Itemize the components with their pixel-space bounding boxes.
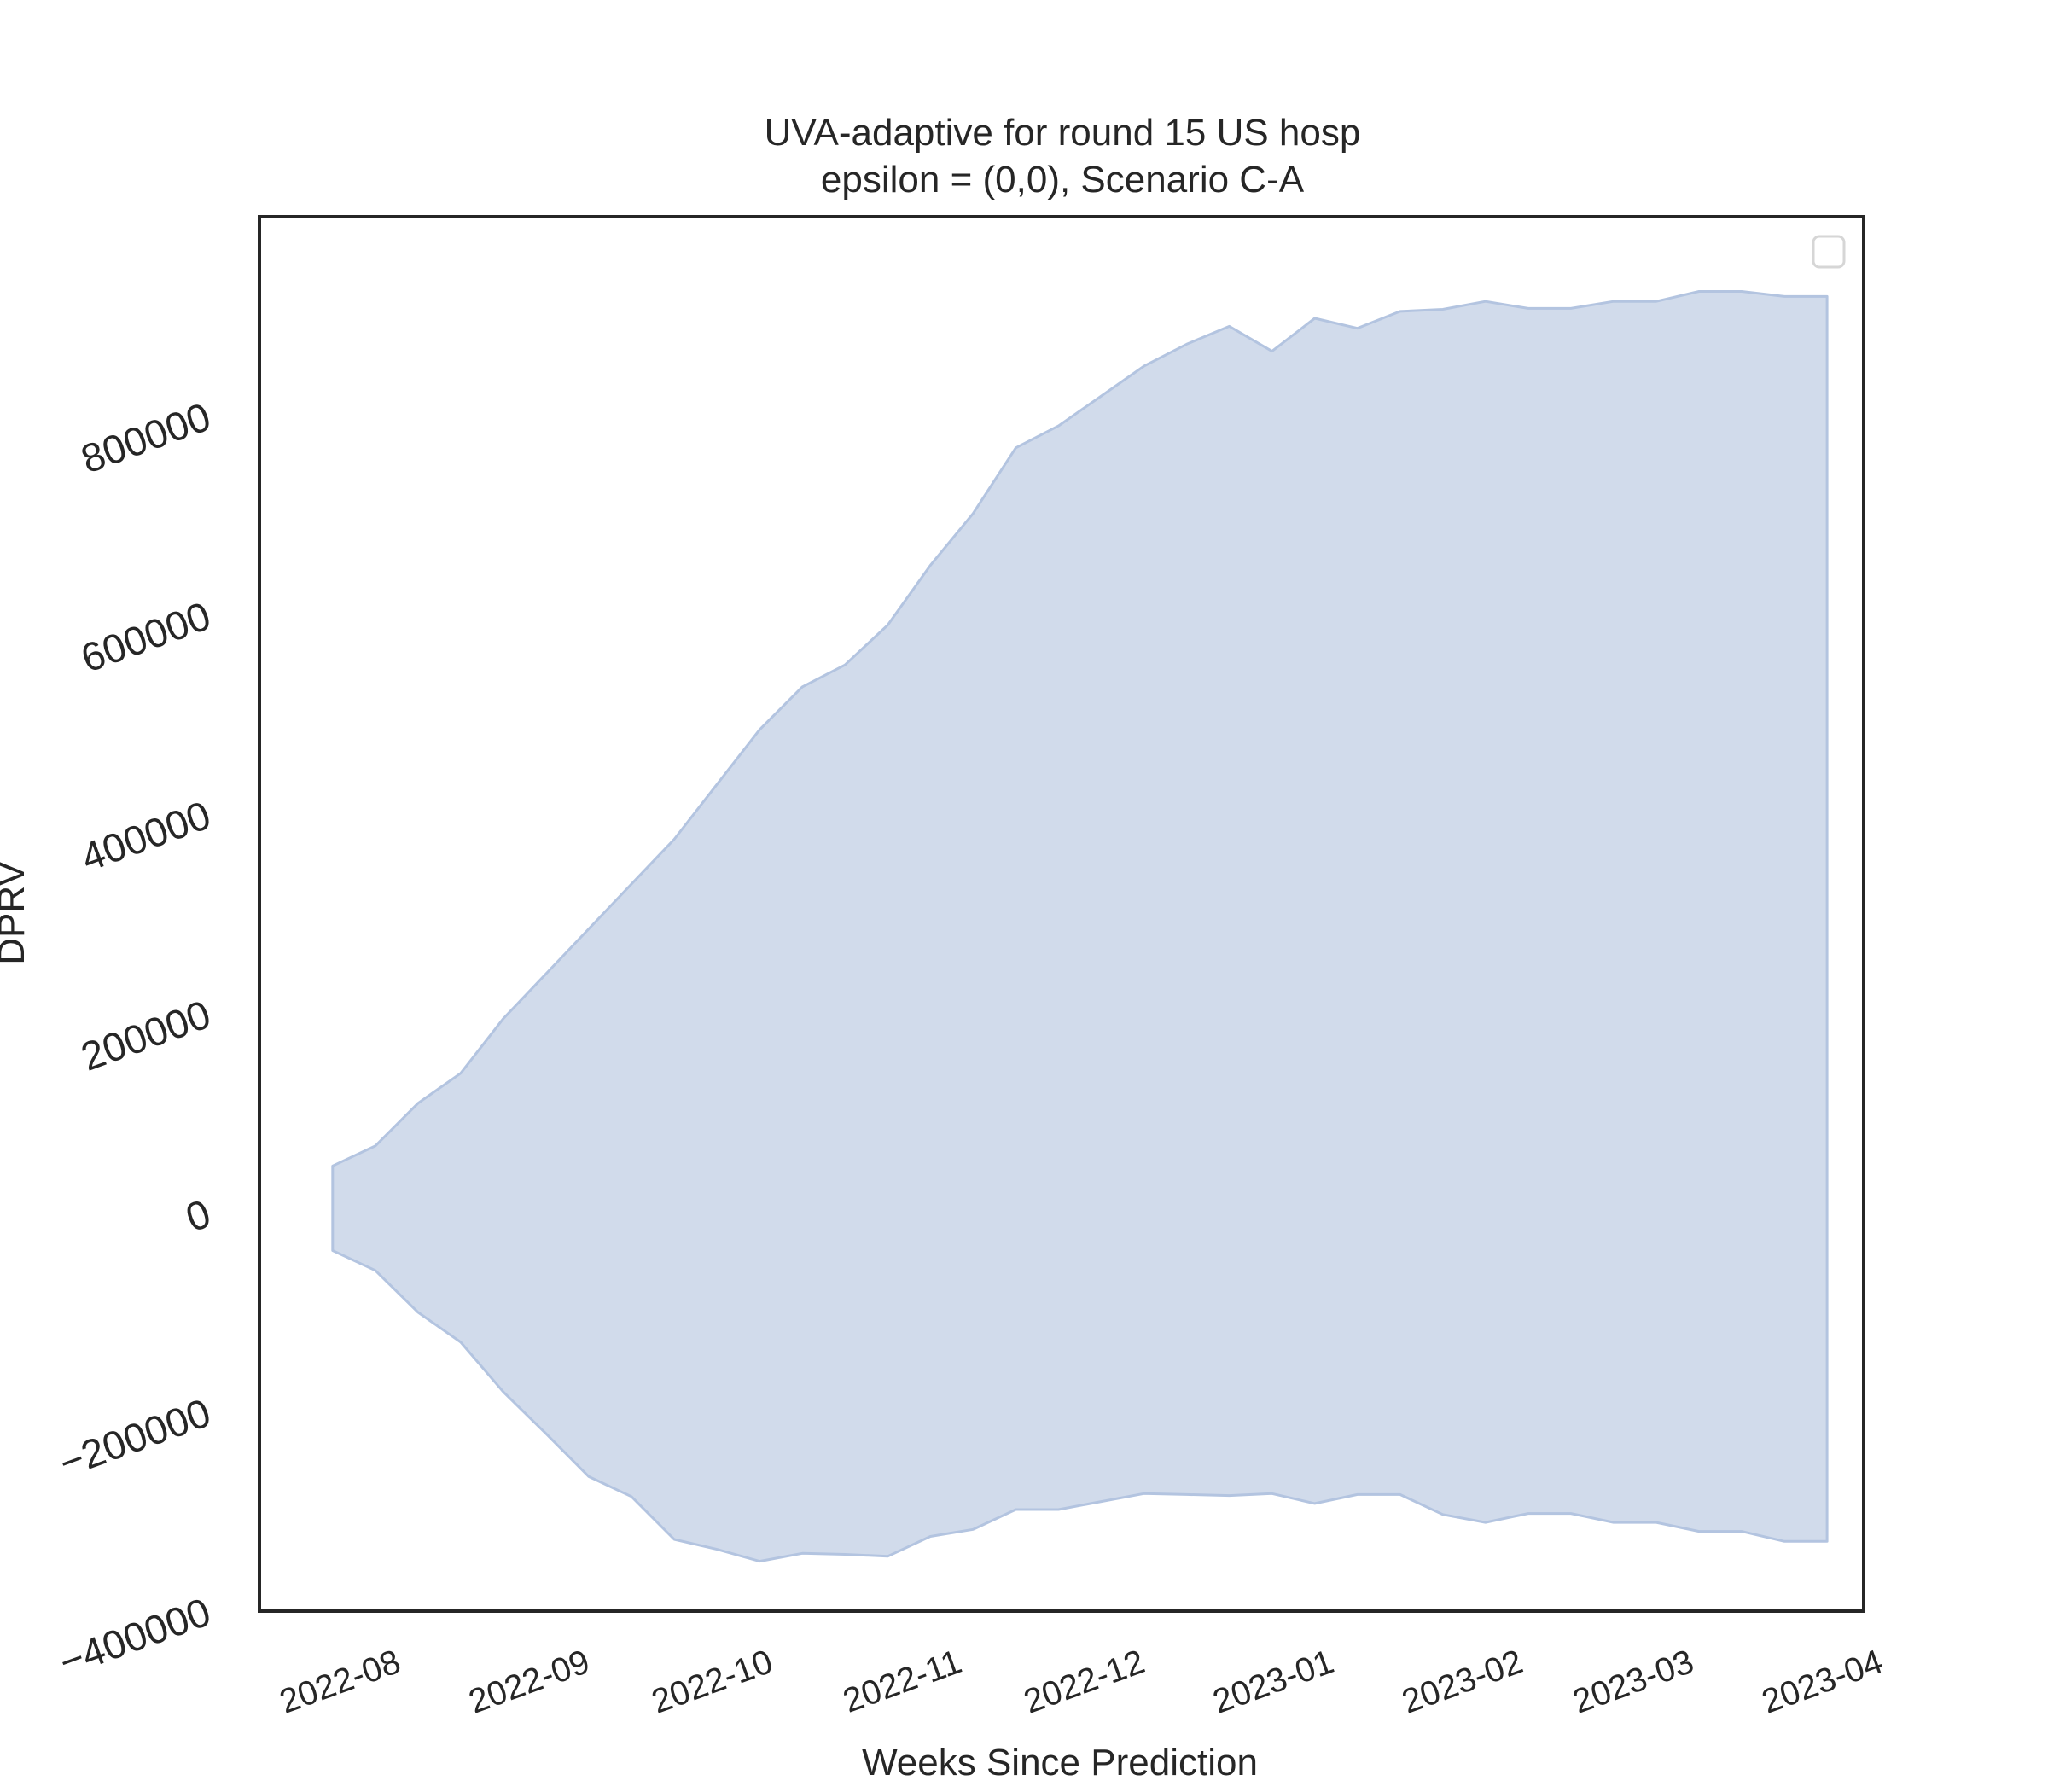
plot-area [331,290,1829,1563]
legend-box [1812,235,1846,269]
x-tick-labels: 2022-08 2022-09 2022-10 2022-11 2022-12 2023-… [275,1643,1888,1721]
y-tick-label: 0 [180,1190,217,1241]
confidence-band [331,290,1829,1563]
y-axis-label: DPRV [0,861,32,965]
x-axis-label: Weeks Since Prediction [862,1742,1258,1783]
x-tick-label: 2023-02 [1397,1643,1527,1721]
x-tick-label: 2022-11 [838,1643,966,1720]
y-tick-labels: −400000 −200000 0 200000 400000 600000 800000 [53,393,216,1684]
y-tick-label: 400000 [75,792,217,880]
x-tick-label: 2023-04 [1757,1643,1888,1721]
x-tick-label: 2023-03 [1568,1643,1698,1721]
y-tick-label: −400000 [53,1589,216,1685]
x-tick-label: 2022-09 [464,1643,595,1721]
chart-title: UVA-adaptive for round 15 US hosp [765,112,1361,154]
x-tick-label: 2022-10 [647,1643,777,1721]
x-tick-label: 2022-12 [1019,1643,1149,1721]
chart-subtitle: epsilon = (0,0), Scenario C-A [821,159,1305,201]
x-tick-label: 2022-08 [275,1643,405,1721]
y-tick-label: 800000 [75,393,217,481]
y-tick-label: −200000 [53,1389,216,1486]
x-tick-label: 2023-01 [1208,1643,1339,1721]
y-tick-label: 200000 [75,991,217,1079]
y-tick-label: 600000 [75,592,217,680]
plot-frame [258,215,1865,1613]
